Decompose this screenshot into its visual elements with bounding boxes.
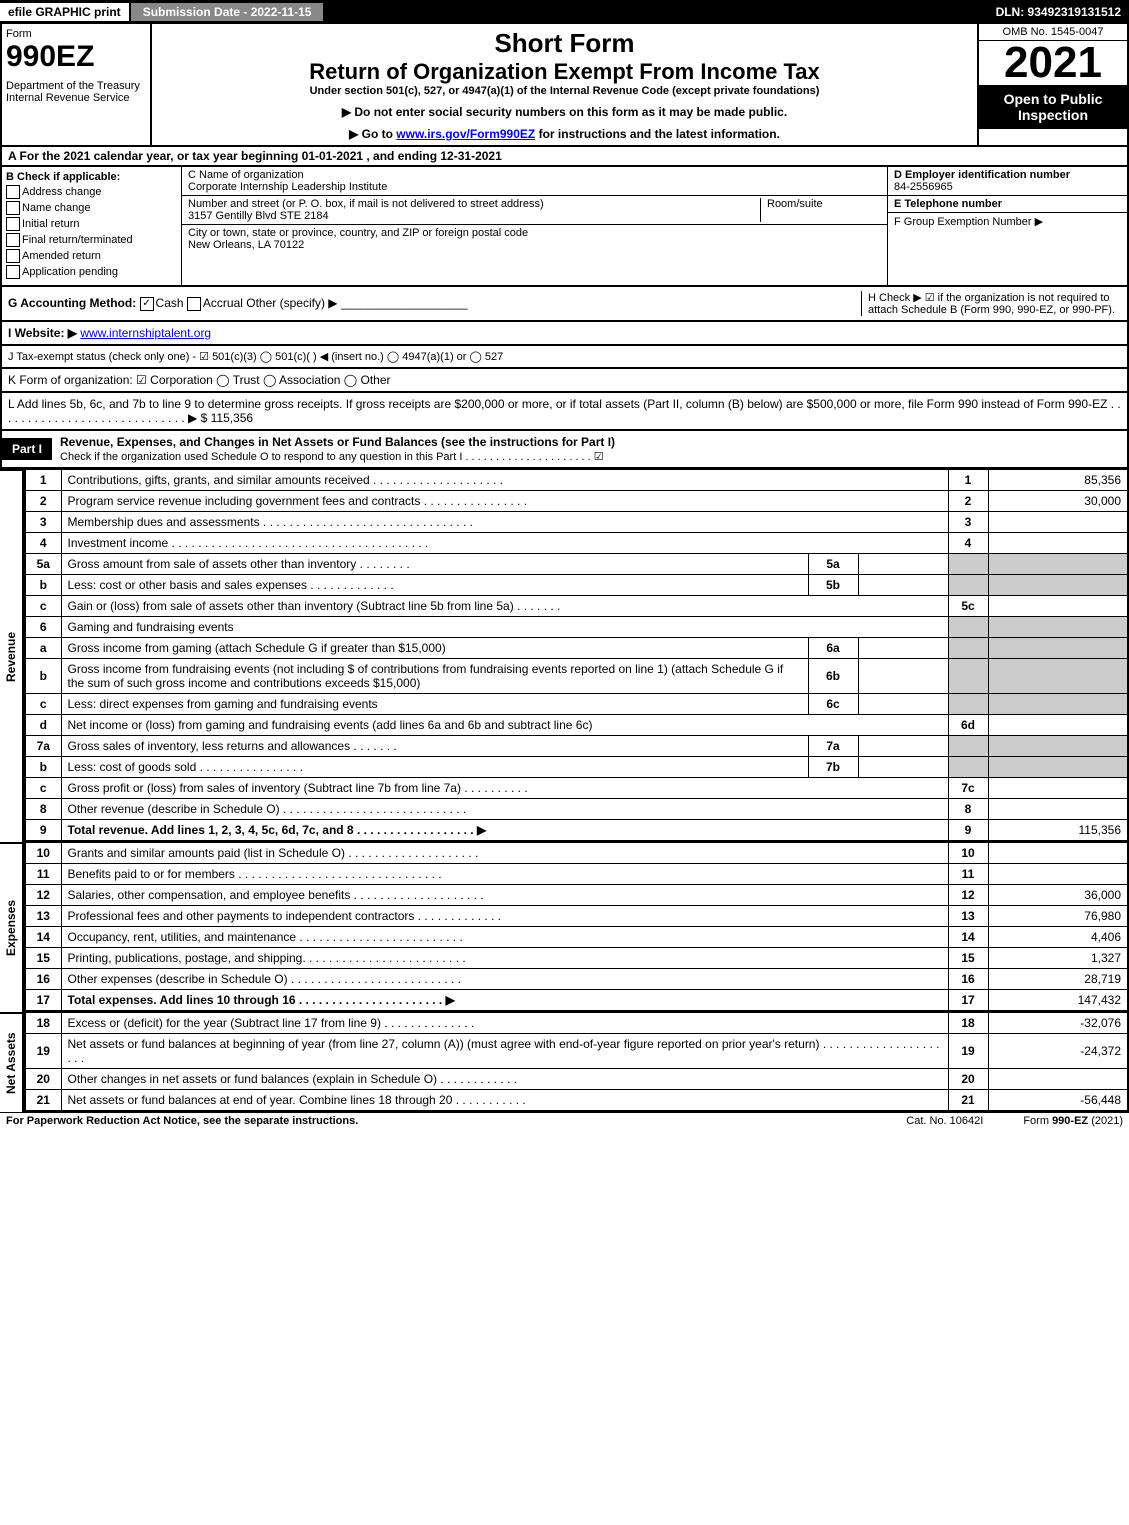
net-assets-side-label: Net Assets	[0, 1012, 24, 1112]
org-name: Corporate Internship Leadership Institut…	[188, 181, 881, 193]
top-bar: efile GRAPHIC print Submission Date - 20…	[0, 0, 1129, 24]
ein-row: D Employer identification number 84-2556…	[888, 167, 1127, 196]
city-label: City or town, state or province, country…	[188, 227, 881, 239]
form-header: Form 990EZ Department of the Treasury In…	[0, 24, 1129, 147]
city-row: City or town, state or province, country…	[182, 225, 887, 253]
grp-label: F Group Exemption Number ▶	[894, 215, 1121, 228]
row-g-h: G Accounting Method: ✓Cash Accrual Other…	[0, 287, 1129, 322]
part-1-title: Revenue, Expenses, and Changes in Net As…	[52, 431, 1127, 467]
footer-right: Form 990-EZ (2021)	[1023, 1115, 1123, 1127]
tel-label: E Telephone number	[894, 198, 1121, 210]
header-center: Short Form Return of Organization Exempt…	[152, 24, 977, 145]
revenue-side-label: Revenue	[0, 469, 24, 842]
ein-value: 84-2556965	[894, 181, 1121, 193]
efile-label: efile GRAPHIC print	[0, 3, 129, 21]
expenses-side-label: Expenses	[0, 842, 24, 1012]
dln: DLN: 93492319131512	[988, 3, 1129, 21]
check-amended-return[interactable]: Amended return	[6, 249, 177, 263]
revenue-section: Revenue 1Contributions, gifts, grants, a…	[0, 469, 1129, 842]
section-k: K Form of organization: ☑ Corporation ◯ …	[0, 369, 1129, 393]
section-a: A For the 2021 calendar year, or tax yea…	[0, 147, 1129, 167]
submission-date: Submission Date - 2022-11-15	[129, 1, 326, 23]
net-assets-table: 18Excess or (deficit) for the year (Subt…	[24, 1012, 1129, 1112]
form-label: Form	[6, 28, 146, 40]
room-label: Room/suite	[767, 198, 881, 210]
check-application-pending[interactable]: Application pending	[6, 265, 177, 279]
check-initial-return[interactable]: Initial return	[6, 217, 177, 231]
check-name-change[interactable]: Name change	[6, 201, 177, 215]
grp-row: F Group Exemption Number ▶	[888, 213, 1127, 285]
section-b: B Check if applicable: Address change Na…	[2, 167, 182, 285]
g-label: G Accounting Method:	[8, 296, 136, 310]
instr2-pre: ▶ Go to	[349, 127, 396, 141]
ein-label: D Employer identification number	[894, 169, 1121, 181]
check-address-change[interactable]: Address change	[6, 185, 177, 199]
org-name-label: C Name of organization	[188, 169, 881, 181]
check-final-return[interactable]: Final return/terminated	[6, 233, 177, 247]
cash-check[interactable]: ✓	[140, 297, 154, 311]
header-right: OMB No. 1545-0047 2021 Open to Public In…	[977, 24, 1127, 145]
street-row: Number and street (or P. O. box, if mail…	[182, 196, 887, 225]
street-value: 3157 Gentilly Blvd STE 2184	[188, 210, 754, 222]
department: Department of the Treasury Internal Reve…	[6, 80, 146, 104]
i-label: I Website: ▶	[8, 326, 77, 340]
irs-link[interactable]: www.irs.gov/Form990EZ	[396, 127, 535, 141]
footer-center: Cat. No. 10642I	[906, 1115, 983, 1127]
section-h: H Check ▶ ☑ if the organization is not r…	[861, 291, 1121, 316]
section-j: J Tax-exempt status (check only one) - ☑…	[0, 346, 1129, 369]
section-d: D Employer identification number 84-2556…	[887, 167, 1127, 285]
short-form-title: Short Form	[160, 28, 969, 59]
expenses-section: Expenses 10Grants and similar amounts pa…	[0, 842, 1129, 1012]
return-title: Return of Organization Exempt From Incom…	[160, 59, 969, 85]
part-1-header: Part I Revenue, Expenses, and Changes in…	[0, 431, 1129, 469]
info-grid: B Check if applicable: Address change Na…	[0, 167, 1129, 287]
net-assets-section: Net Assets 18Excess or (deficit) for the…	[0, 1012, 1129, 1112]
section-g: G Accounting Method: ✓Cash Accrual Other…	[8, 296, 861, 311]
part-1-label: Part I	[2, 438, 52, 460]
header-left: Form 990EZ Department of the Treasury In…	[2, 24, 152, 145]
city-value: New Orleans, LA 70122	[188, 239, 881, 251]
open-inspection: Open to Public Inspection	[979, 85, 1127, 129]
section-l: L Add lines 5b, 6c, and 7b to line 9 to …	[0, 393, 1129, 431]
street-label: Number and street (or P. O. box, if mail…	[188, 198, 754, 210]
accrual-check[interactable]	[187, 297, 201, 311]
section-i: I Website: ▶ www.internshiptalent.org	[0, 322, 1129, 346]
footer-left: For Paperwork Reduction Act Notice, see …	[6, 1115, 866, 1127]
instr2-post: for instructions and the latest informat…	[535, 127, 780, 141]
section-c: C Name of organization Corporate Interns…	[182, 167, 887, 285]
form-number: 990EZ	[6, 40, 146, 74]
under-section: Under section 501(c), 527, or 4947(a)(1)…	[160, 85, 969, 97]
instruction-2: ▶ Go to www.irs.gov/Form990EZ for instru…	[160, 127, 969, 141]
instruction-1: ▶ Do not enter social security numbers o…	[160, 105, 969, 119]
revenue-table: 1Contributions, gifts, grants, and simil…	[24, 469, 1129, 842]
tax-year: 2021	[979, 41, 1127, 85]
expenses-table: 10Grants and similar amounts paid (list …	[24, 842, 1129, 1012]
page-footer: For Paperwork Reduction Act Notice, see …	[0, 1112, 1129, 1129]
org-name-row: C Name of organization Corporate Interns…	[182, 167, 887, 196]
tel-row: E Telephone number	[888, 196, 1127, 213]
website-link[interactable]: www.internshiptalent.org	[80, 326, 211, 340]
b-title: B Check if applicable:	[6, 171, 177, 183]
